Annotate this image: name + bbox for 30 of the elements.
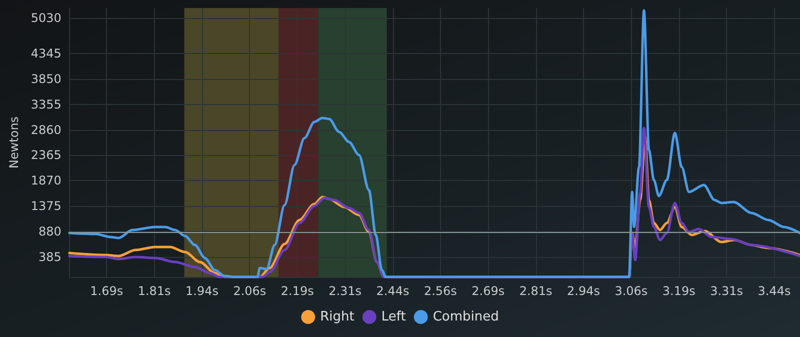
y-tick-label: 2860 bbox=[30, 122, 62, 137]
x-tick-label: 2.44s bbox=[376, 284, 410, 298]
x-tick-label: 3.44s bbox=[758, 284, 791, 298]
y-tick-label: 3850 bbox=[30, 72, 62, 86]
legend-label: Left bbox=[381, 310, 406, 324]
x-tick-label: 2.69s bbox=[472, 284, 505, 298]
line-series bbox=[68, 9, 800, 278]
x-tick-label: 1.81s bbox=[138, 284, 171, 298]
x-tick-label: 2.56s bbox=[424, 284, 457, 298]
legend-label: Right bbox=[320, 310, 354, 324]
x-tick-label: 1.94s bbox=[186, 284, 218, 298]
y-tick-label: 5030 bbox=[30, 11, 62, 26]
y-axis-title: Newtons bbox=[7, 116, 21, 169]
x-tick-label: 2.94s bbox=[567, 284, 600, 298]
x-tick-label: 3.19s bbox=[662, 284, 696, 298]
x-tick-label: 2.19s bbox=[280, 284, 314, 298]
x-tick-label: 1.69s bbox=[90, 284, 124, 298]
x-tick-label: 2.81s bbox=[519, 284, 552, 298]
y-tick-label: 1375 bbox=[30, 199, 62, 214]
y-tick-label: 880 bbox=[38, 224, 62, 239]
y-tick-label: 2365 bbox=[30, 148, 62, 162]
legend-label: Combined bbox=[432, 310, 499, 324]
y-tick-label: 4345 bbox=[30, 46, 62, 60]
y-tick-label: 385 bbox=[38, 250, 62, 264]
x-tick-label: 2.06s bbox=[233, 284, 266, 298]
y-tick-label: 3355 bbox=[30, 97, 62, 112]
x-tick-label: 3.06s bbox=[614, 284, 648, 298]
y-tick-label: 1870 bbox=[30, 174, 62, 188]
x-tick-label: 3.31s bbox=[710, 284, 744, 298]
x-tick-label: 2.31s bbox=[328, 284, 362, 298]
